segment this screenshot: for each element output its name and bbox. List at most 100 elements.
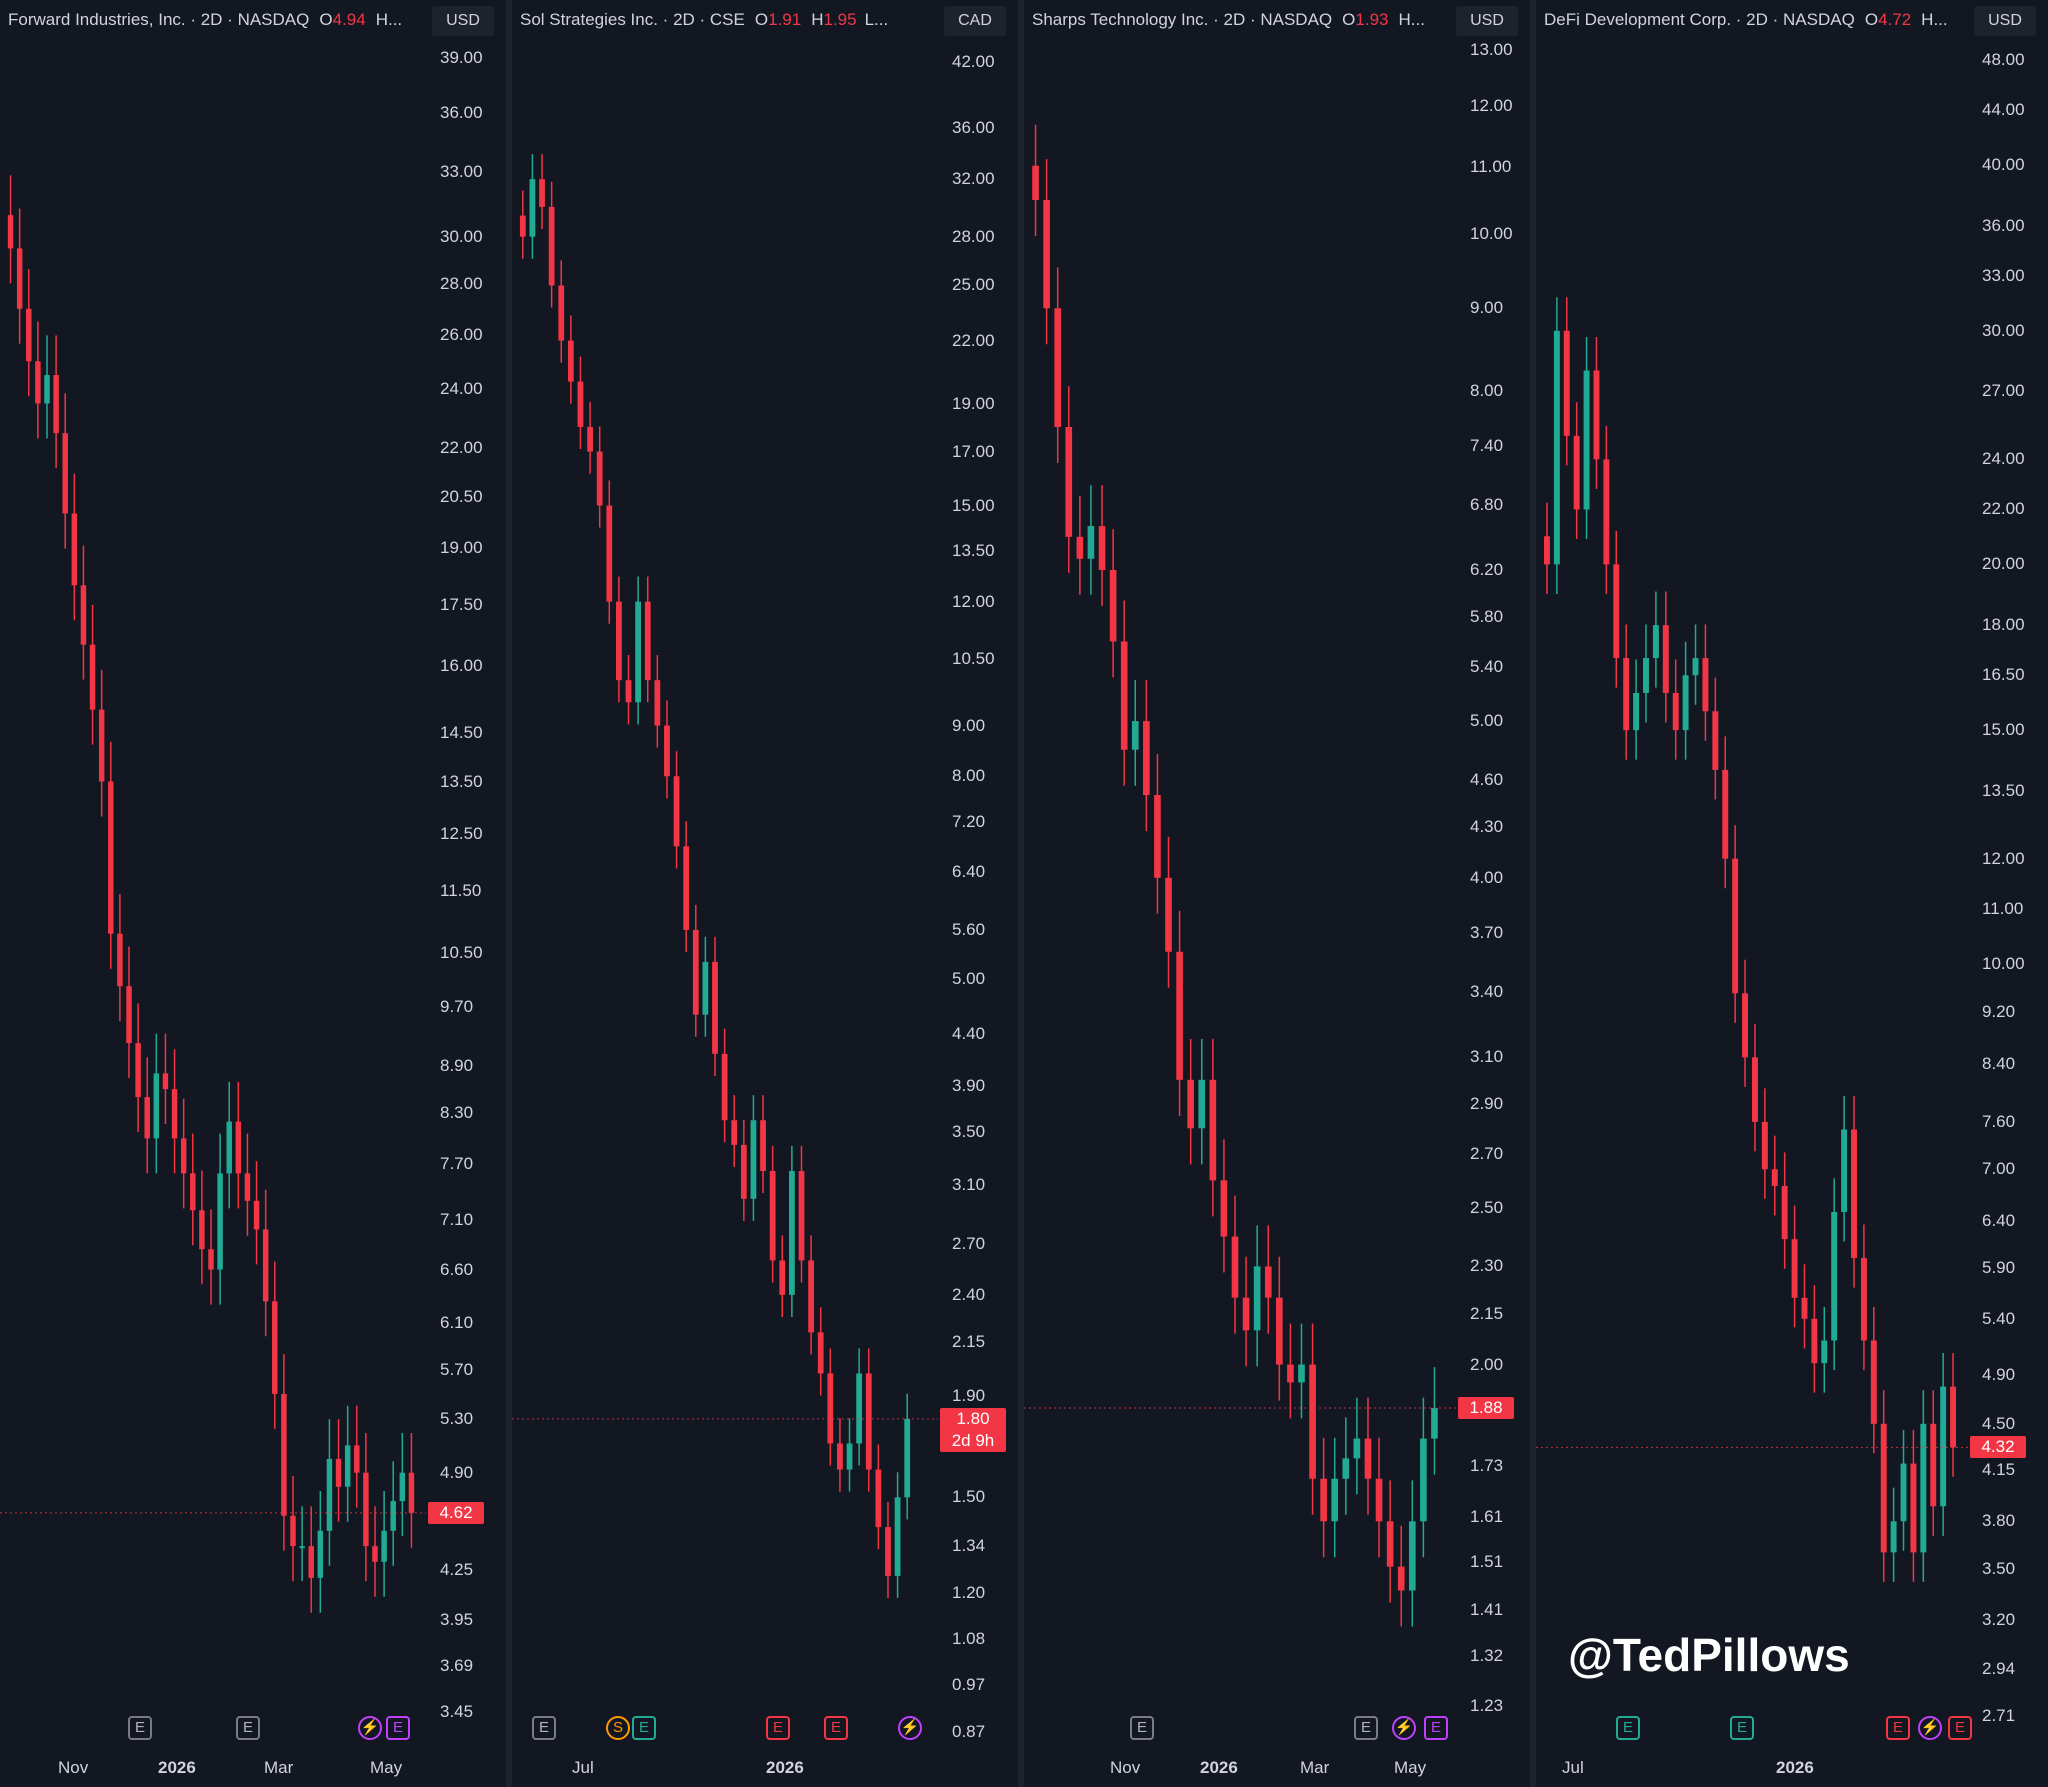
currency-button[interactable]: CAD	[944, 6, 1006, 36]
candle	[1553, 297, 1560, 594]
candlestick-chart-3[interactable]	[1024, 0, 1530, 1787]
candle	[1231, 1195, 1239, 1334]
price-tick-label: 22.00	[1982, 499, 2025, 519]
candle	[1187, 1038, 1194, 1165]
candle	[244, 1133, 251, 1236]
chart-panel-sol-strategies[interactable]: Sol Strategies Inc. · 2D · CSE O1.91 H1.95…	[512, 0, 1018, 1787]
dividend-event-icon[interactable]: ⚡	[1918, 1716, 1942, 1740]
split-event-icon[interactable]: S	[606, 1716, 630, 1740]
candle	[1920, 1390, 1927, 1582]
candle	[760, 1095, 766, 1194]
candlestick-chart-2[interactable]	[512, 0, 1018, 1787]
earnings-event-icon[interactable]: E	[1424, 1716, 1448, 1740]
symbol-header[interactable]: Sharps Technology Inc. · 2D · NASDAQ O1.9…	[1032, 10, 1452, 32]
earnings-event-icon[interactable]: E	[1948, 1716, 1972, 1740]
candle	[98, 669, 105, 817]
earnings-event-icon[interactable]: E	[128, 1716, 152, 1740]
price-tick-label: 3.80	[1982, 1511, 2016, 1531]
candle	[1742, 959, 1749, 1087]
candle	[1603, 425, 1610, 594]
price-tick-label: 8.30	[440, 1103, 474, 1123]
price-tick-label: 20.50	[440, 486, 483, 506]
candlestick-chart-4[interactable]	[1536, 0, 2048, 1787]
candle	[1331, 1437, 1339, 1558]
dividend-event-icon[interactable]: ⚡	[1392, 1716, 1416, 1740]
earnings-event-icon[interactable]: E	[1354, 1716, 1378, 1740]
candle	[1702, 624, 1709, 741]
price-tick-label: 10.00	[1982, 953, 2025, 973]
candle	[253, 1161, 260, 1265]
candle	[1841, 1095, 1848, 1242]
candle	[808, 1235, 814, 1355]
price-tick-label: 7.20	[952, 811, 986, 831]
price-tick-label: 1.34	[952, 1535, 986, 1555]
dividend-event-icon[interactable]: ⚡	[898, 1716, 922, 1740]
candlestick-chart-1[interactable]	[0, 0, 506, 1787]
time-tick-label: 2026	[766, 1758, 804, 1777]
price-tick-label: 10.50	[440, 942, 483, 962]
earnings-event-icon[interactable]: E	[1730, 1716, 1754, 1740]
earnings-event-icon[interactable]: E	[632, 1716, 656, 1740]
earnings-event-icon[interactable]: E	[824, 1716, 848, 1740]
price-tick-label: 20.00	[1982, 554, 2025, 574]
price-tick-label: 5.00	[952, 968, 986, 988]
candle	[190, 1133, 196, 1246]
currency-button[interactable]: USD	[1456, 6, 1518, 36]
candle	[1165, 836, 1172, 988]
candle	[1712, 677, 1719, 800]
chart-panel-sharps-technology[interactable]: Sharps Technology Inc. · 2D · NASDAQ O1.9…	[1024, 0, 1530, 1787]
price-tick-label: 6.10	[440, 1313, 474, 1333]
panel-divider[interactable]	[1018, 0, 1024, 1787]
price-tick-label: 13.00	[1470, 40, 1513, 59]
price-tick-label: 1.20	[952, 1583, 986, 1603]
price-tick-label: 2.50	[1470, 1197, 1504, 1217]
panel-divider[interactable]	[1530, 0, 1536, 1787]
currency-button[interactable]: USD	[432, 6, 494, 36]
candle	[1543, 502, 1550, 594]
candle	[1131, 680, 1139, 786]
dividend-event-icon[interactable]: ⚡	[358, 1716, 382, 1740]
candle	[1287, 1323, 1294, 1419]
price-tick-label: 1.23	[1470, 1696, 1504, 1715]
price-tick-label: 5.60	[952, 919, 986, 939]
chart-panel-forward-industries[interactable]: Forward Industries, Inc. · 2D · NASDAQ O4…	[0, 0, 506, 1787]
price-tick-label: 8.40	[1982, 1054, 2016, 1074]
time-tick-label: Nov	[58, 1758, 89, 1777]
price-tick-label: 7.00	[1982, 1159, 2016, 1179]
price-tick-label: 26.00	[440, 324, 483, 344]
candle	[635, 576, 642, 725]
earnings-event-icon[interactable]: E	[386, 1716, 410, 1740]
earnings-event-icon[interactable]: E	[236, 1716, 260, 1740]
price-tick-label: 27.00	[1982, 381, 2025, 401]
panel-divider[interactable]	[506, 0, 512, 1787]
earnings-event-icon[interactable]: E	[1616, 1716, 1640, 1740]
price-tick-label: 22.00	[952, 330, 995, 350]
current-price-value: 4.62	[439, 1502, 473, 1522]
symbol-header[interactable]: DeFi Development Corp. · 2D · NASDAQ O4.7…	[1544, 10, 1970, 32]
currency-button[interactable]: USD	[1974, 6, 2036, 36]
price-tick-label: 19.00	[952, 393, 995, 413]
price-tick-label: 6.40	[1982, 1210, 2016, 1230]
candle	[1692, 624, 1699, 705]
price-tick-label: 3.50	[952, 1122, 986, 1142]
price-tick-label: 1.08	[952, 1628, 986, 1648]
candle	[408, 1432, 415, 1548]
earnings-event-icon[interactable]: E	[766, 1716, 790, 1740]
price-tick-label: 28.00	[440, 273, 483, 293]
symbol-header[interactable]: Sol Strategies Inc. · 2D · CSE O1.91 H1.95…	[520, 10, 924, 32]
chart-panel-defi-development[interactable]: DeFi Development Corp. · 2D · NASDAQ O4.7…	[1536, 0, 2048, 1787]
price-tick-label: 4.90	[440, 1462, 474, 1482]
earnings-event-icon[interactable]: E	[1886, 1716, 1910, 1740]
header-ellipsis: ...	[1933, 10, 1948, 29]
candle	[344, 1405, 351, 1522]
symbol-name: Forward Industries, Inc. · 2D · NASDAQ	[8, 10, 310, 29]
earnings-event-icon[interactable]: E	[1130, 1716, 1154, 1740]
earnings-event-icon[interactable]: E	[532, 1716, 556, 1740]
symbol-header[interactable]: Forward Industries, Inc. · 2D · NASDAQ O4…	[8, 10, 428, 32]
price-tick-label: 4.60	[1470, 769, 1504, 789]
price-tick-label: 7.40	[1470, 435, 1504, 455]
symbol-name: Sharps Technology Inc. · 2D · NASDAQ	[1032, 10, 1333, 29]
candle	[779, 1235, 786, 1317]
price-tick-label: 16.50	[1982, 665, 2025, 685]
candle	[1408, 1480, 1416, 1627]
